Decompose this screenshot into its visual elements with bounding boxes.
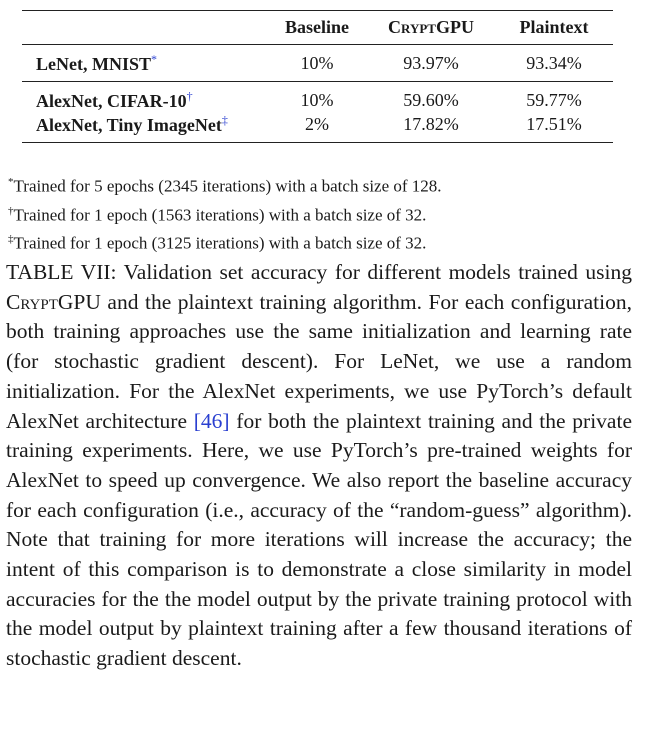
table-footnotes: *Trained for 5 epochs (2345 iterations) … (8, 170, 638, 256)
table-row: LeNet, MNIST* 10% 93.97% 93.34% (22, 44, 613, 82)
table-caption: TABLE VII: Validation set accuracy for d… (6, 260, 632, 671)
row-baseline: 2% (305, 113, 329, 134)
row-model-label: LeNet, MNIST* (36, 51, 157, 74)
row-cryptgpu: 17.82% (403, 113, 459, 134)
table-header-row: Baseline CryptGPU Plaintext (22, 10, 613, 45)
results-table-container: Baseline CryptGPU Plaintext LeNet, MNIST… (22, 10, 613, 143)
footnote: ‡Trained for 1 epoch (3125 iterations) w… (8, 233, 427, 253)
row-plaintext: 59.77% (526, 89, 582, 110)
accuracy-table: Baseline CryptGPU Plaintext LeNet, MNIST… (22, 10, 613, 143)
table-row: AlexNet, CIFAR-10† 10% 59.60% 59.77% (22, 81, 613, 113)
table-row: AlexNet, Tiny ImageNet‡ 2% 17.82% 17.51% (22, 112, 613, 143)
row-plaintext: 17.51% (526, 113, 582, 134)
row-baseline: 10% (300, 89, 334, 110)
header-cryptgpu: CryptGPU (388, 17, 474, 37)
header-empty (22, 11, 267, 45)
row-cryptgpu: 59.60% (403, 89, 459, 110)
row-model-label: AlexNet, Tiny ImageNet‡ (36, 112, 228, 135)
row-plaintext: 93.34% (526, 52, 582, 73)
header-plaintext: Plaintext (519, 17, 589, 37)
row-baseline: 10% (300, 52, 334, 73)
row-cryptgpu: 93.97% (403, 52, 459, 73)
citation-link[interactable]: [46] (193, 408, 230, 433)
header-baseline: Baseline (284, 17, 349, 37)
footnote: †Trained for 1 epoch (1563 iterations) w… (8, 204, 427, 225)
footnote: *Trained for 5 epochs (2345 iterations) … (8, 176, 442, 196)
row-model-label: AlexNet, CIFAR-10† (36, 88, 193, 111)
cryptgpu-name: CryptGPU (6, 289, 101, 314)
